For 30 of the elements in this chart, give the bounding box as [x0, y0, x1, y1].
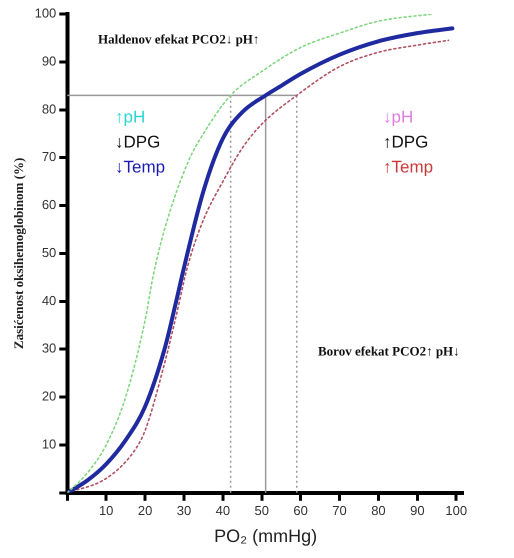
x-tick-label: 70	[332, 503, 347, 518]
y-tick-label: 70	[42, 149, 56, 164]
y-tick-label: 100	[34, 6, 56, 21]
annotation: Borov efekat PCO2↑ pH↓	[318, 343, 460, 358]
x-tick-label: 20	[138, 503, 152, 518]
annotation: ↑pH	[115, 108, 146, 127]
x-tick-label: 60	[293, 503, 308, 518]
x-tick-label: 50	[254, 503, 269, 518]
x-tick-label: 80	[371, 503, 386, 518]
annotation: ↓DPG	[115, 132, 160, 152]
annotation: ↑DPG	[383, 132, 428, 152]
x-tick-label: 10	[98, 503, 114, 518]
y-tick-label: 50	[42, 244, 56, 260]
y-tick-label: 60	[42, 197, 56, 212]
annotation: ↓pH	[383, 108, 414, 127]
x-tick-label: 40	[216, 503, 230, 518]
x-axis-title: PO₂ (mmHg)	[214, 526, 318, 546]
y-tick-label: 10	[42, 436, 56, 452]
y-tick-label: 20	[42, 388, 56, 404]
x-tick-label: 100	[445, 503, 468, 518]
annotation: Haldenov efekat PCO2↓ pH↑	[98, 31, 260, 46]
x-tick-label: 90	[410, 503, 425, 518]
y-tick-label: 90	[42, 53, 56, 68]
annotation: ↓Temp	[115, 158, 166, 177]
x-tick-label: 30	[176, 503, 192, 518]
y-tick-label: 30	[42, 340, 56, 356]
annotation: ↑Temp	[383, 158, 434, 177]
y-tick-label: 40	[42, 292, 56, 308]
y-axis-title: Zasićenost oksihemoglobinom (%)	[11, 158, 26, 350]
y-tick-label: 80	[42, 101, 56, 116]
